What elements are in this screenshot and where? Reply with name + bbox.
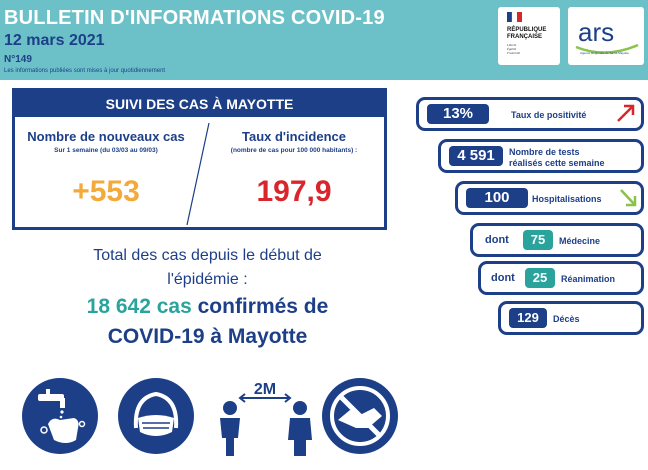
deces-stat: 129 Décès: [498, 301, 644, 335]
positivity-label: Taux de positivité: [511, 110, 587, 120]
total-intro: Total des cas depuis le début de l'épidé…: [20, 244, 395, 292]
new-cases-label: Nombre de nouveaux cas: [27, 129, 185, 144]
bulletin-number: N°149: [4, 54, 32, 65]
marianne-icon: RÉPUBLIQUE FRANÇAISE Liberté Égalité Fra…: [506, 11, 546, 55]
distance-2m-icon: 2M: [212, 374, 318, 458]
tests-label-1: Nombre de tests: [509, 147, 580, 157]
total-line-1: Total des cas depuis le début de: [93, 247, 322, 264]
header-banner: BULLETIN D'INFORMATIONS COVID-19 12 mars…: [0, 0, 648, 80]
hosp-label: Hospitalisations: [532, 194, 602, 204]
logo-rf-line2: FRANÇAISE: [507, 34, 542, 40]
incidence-value: 197,9: [256, 175, 332, 208]
no-handshake-icon: [322, 378, 398, 454]
medecine-stat: dont 75 Médecine: [470, 223, 644, 257]
new-cases-period: Sur 1 semaine (du 03/03 au 09/03): [54, 147, 158, 154]
new-cases-value: +553: [72, 175, 140, 208]
incidence-subtitle: (nombre de cas pour 100 000 habitants) :: [230, 147, 358, 154]
trend-down-arrow-icon: [620, 189, 637, 207]
motto-3: Fraternité: [506, 51, 521, 55]
reanimation-value: 25: [525, 268, 555, 288]
face-mask-icon: [118, 378, 194, 454]
tests-value: 4 591: [449, 146, 503, 166]
medecine-prefix: dont: [485, 234, 509, 246]
total-line-4: COVID-19 à Mayotte: [107, 325, 308, 348]
ars-logo-text: ars: [578, 17, 614, 47]
total-count: 18 642 cas: [86, 295, 192, 318]
tests-stat: 4 591 Nombre de tests réalisés cette sem…: [438, 139, 644, 173]
hosp-value: 100: [466, 188, 528, 208]
deces-value: 129: [509, 308, 547, 328]
bulletin-date: 12 mars 2021: [4, 32, 105, 49]
hospitalisations-stat: 100 Hospitalisations: [455, 181, 644, 215]
bulletin-title: BULLETIN D'INFORMATIONS COVID-19: [4, 7, 385, 29]
medecine-label: Médecine: [559, 236, 601, 246]
tests-label-2: réalisés cette semaine: [509, 158, 605, 168]
ars-logo-icon: ars Agence Régionale de Santé Mayotte: [575, 17, 639, 55]
total-line-2: l'épidémie :: [167, 271, 248, 288]
incidence-label: Taux d'incidence: [242, 129, 346, 144]
reanimation-label: Réanimation: [561, 274, 616, 284]
panel-divider: [186, 122, 210, 226]
update-note: Les informations publiées sont mises à j…: [4, 68, 166, 74]
cases-summary-panel: SUIVI DES CAS À MAYOTTE Nombre de nouvea…: [12, 88, 387, 230]
motto-1: Liberté: [506, 43, 517, 47]
logo-rf-line1: RÉPUBLIQUE: [507, 25, 546, 33]
positivity-value: 13%: [427, 104, 489, 124]
medecine-value: 75: [523, 230, 553, 250]
republique-francaise-logo: RÉPUBLIQUE FRANÇAISE Liberté Égalité Fra…: [498, 7, 560, 65]
reanimation-prefix: dont: [491, 272, 515, 284]
motto-2: Égalité: [506, 46, 517, 51]
ars-logo-sub: Agence Régionale de Santé Mayotte: [580, 51, 629, 55]
deces-label: Décès: [553, 314, 580, 324]
positivity-stat: 13% Taux de positivité: [416, 97, 644, 131]
total-cases: 18 642 cas confirmés de COVID-19 à Mayot…: [20, 292, 395, 352]
trend-up-arrow-icon: [617, 104, 635, 122]
reanimation-stat: dont 25 Réanimation: [478, 261, 644, 295]
total-suffix: confirmés de: [197, 295, 329, 318]
cases-panel-title: SUIVI DES CAS À MAYOTTE: [15, 91, 384, 117]
distance-label: 2M: [254, 381, 276, 398]
ars-logo: ars Agence Régionale de Santé Mayotte: [568, 7, 644, 65]
hand-washing-icon: [22, 378, 98, 454]
